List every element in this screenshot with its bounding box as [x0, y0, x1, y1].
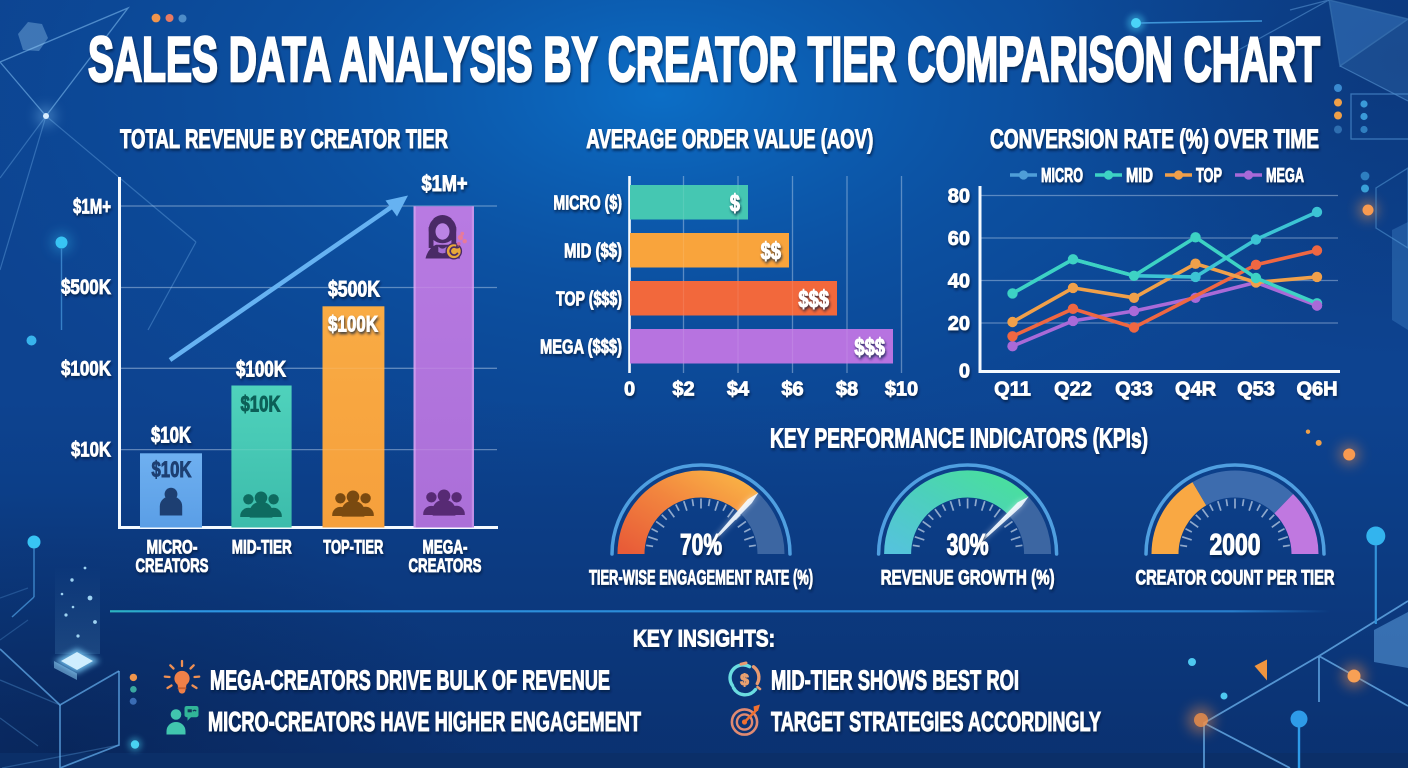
svg-text:TOTAL REVENUE BY CREATOR TIER: TOTAL REVENUE BY CREATOR TIER: [120, 124, 448, 154]
svg-text:TARGET STRATEGIES ACCORDINGLY: TARGET STRATEGIES ACCORDINGLY: [771, 706, 1101, 737]
svg-text:$2: $2: [672, 379, 694, 401]
svg-text:40: 40: [948, 270, 970, 292]
svg-text:$10K: $10K: [152, 457, 193, 482]
svg-text:$100K: $100K: [328, 312, 379, 337]
svg-text:TOP: TOP: [1196, 165, 1222, 187]
svg-text:$4: $4: [727, 379, 750, 401]
svg-text:AVERAGE ORDER VALUE (AOV): AVERAGE ORDER VALUE (AOV): [586, 124, 873, 154]
svg-text:$6: $6: [781, 379, 803, 401]
svg-text:MICRO-: MICRO-: [147, 537, 198, 559]
svg-text:CONVERSION RATE (%) OVER TIME: CONVERSION RATE (%) OVER TIME: [990, 124, 1319, 154]
svg-text:MID ($$): MID ($$): [564, 241, 622, 263]
svg-text:0: 0: [624, 379, 635, 401]
svg-text:MICRO: MICRO: [1041, 165, 1083, 187]
svg-text:Q53: Q53: [1237, 379, 1275, 401]
svg-text:KEY PERFORMANCE INDICATORS (KP: KEY PERFORMANCE INDICATORS (KPIs): [770, 423, 1148, 454]
svg-text:KEY INSIGHTS:: KEY INSIGHTS:: [633, 626, 775, 653]
svg-text:$$$: $$$: [854, 334, 885, 361]
svg-text:MID-TIER SHOWS BEST ROI: MID-TIER SHOWS BEST ROI: [771, 665, 1019, 696]
svg-text:CREATOR COUNT PER TIER: CREATOR COUNT PER TIER: [1136, 567, 1335, 590]
svg-text:MID-TIER: MID-TIER: [232, 537, 292, 559]
svg-text:Q22: Q22: [1054, 379, 1092, 401]
svg-text:$1M+: $1M+: [422, 171, 468, 196]
svg-text:MEGA-: MEGA-: [423, 537, 468, 559]
svg-text:80: 80: [948, 185, 970, 207]
svg-text:Q4R: Q4R: [1175, 379, 1217, 401]
svg-text:MEGA-CREATORS DRIVE BULK OF RE: MEGA-CREATORS DRIVE BULK OF REVENUE: [210, 665, 610, 696]
svg-text:0: 0: [959, 360, 970, 382]
svg-text:60: 60: [948, 228, 970, 250]
svg-text:$500K: $500K: [328, 277, 381, 302]
svg-text:REVENUE GROWTH (%): REVENUE GROWTH (%): [881, 567, 1055, 590]
svg-text:MICRO-CREATORS HAVE HIGHER ENG: MICRO-CREATORS HAVE HIGHER ENGAGEMENT: [208, 706, 641, 737]
svg-text:MEGA ($$$): MEGA ($$$): [540, 337, 622, 359]
svg-text:MEGA: MEGA: [1266, 165, 1304, 187]
svg-text:$100K: $100K: [236, 356, 287, 381]
svg-text:$1M+: $1M+: [73, 196, 111, 219]
svg-text:$10K: $10K: [151, 423, 192, 448]
svg-text:TOP ($$$): TOP ($$$): [556, 289, 622, 311]
svg-text:$10: $10: [885, 379, 918, 401]
svg-text:$500K: $500K: [61, 276, 111, 299]
svg-text:Q33: Q33: [1115, 379, 1153, 401]
svg-text:Q11: Q11: [994, 379, 1031, 401]
svg-text:$: $: [740, 672, 749, 689]
svg-text:$100K: $100K: [61, 357, 111, 380]
svg-text:SALES DATA ANALYSIS BY CREATOR: SALES DATA ANALYSIS BY CREATOR TIER COMP…: [88, 25, 1320, 95]
svg-text:CREATORS: CREATORS: [136, 555, 209, 577]
svg-text:$8: $8: [836, 379, 858, 401]
svg-text:MICRO ($): MICRO ($): [553, 193, 622, 215]
svg-text:TOP-TIER: TOP-TIER: [323, 537, 383, 559]
svg-text:TIER-WISE ENGAGEMENT RATE (%): TIER-WISE ENGAGEMENT RATE (%): [589, 567, 813, 590]
svg-text:$10K: $10K: [241, 392, 282, 417]
svg-text:2000: 2000: [1210, 529, 1261, 562]
svg-text:CREATORS: CREATORS: [409, 555, 482, 577]
svg-text:70%: 70%: [680, 529, 722, 562]
svg-text:20: 20: [948, 313, 970, 335]
svg-text:Q6H: Q6H: [1296, 379, 1337, 401]
svg-text:$$: $$: [761, 238, 782, 265]
svg-text:$: $: [730, 190, 740, 217]
svg-text:$$$: $$$: [798, 286, 829, 313]
svg-text:$10K: $10K: [71, 438, 111, 461]
svg-text:30%: 30%: [947, 529, 989, 562]
svg-text:MID: MID: [1126, 165, 1153, 187]
